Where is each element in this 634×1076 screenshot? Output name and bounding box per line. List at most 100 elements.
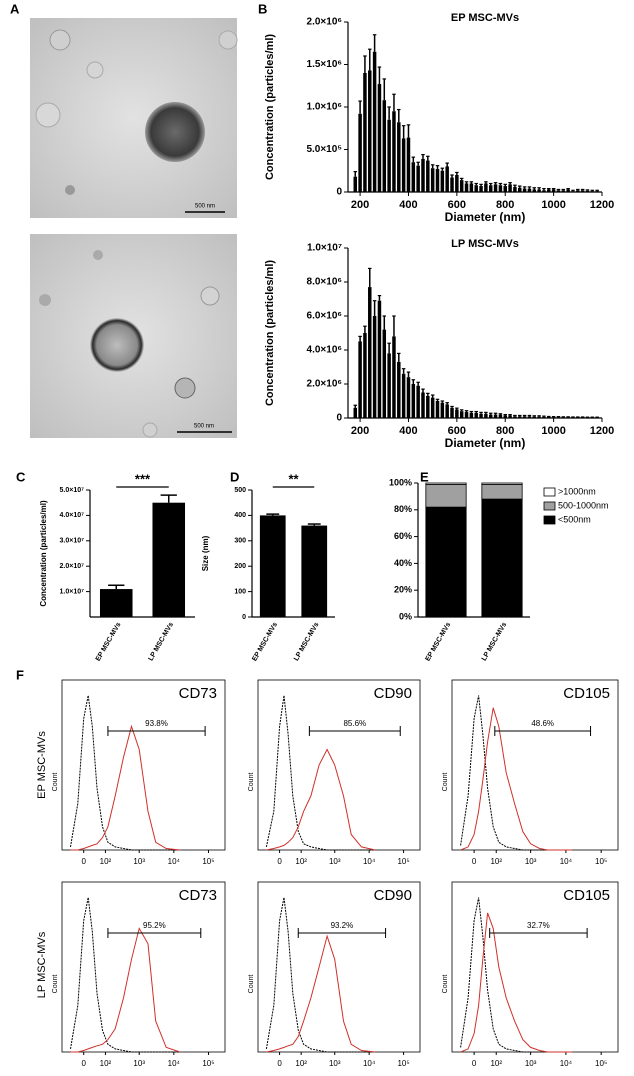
y-tick-label: 500 [234, 487, 246, 494]
panel-label: D [230, 469, 239, 484]
x-tick-label: 10³ [133, 857, 145, 866]
histogram-curve [265, 897, 376, 1053]
bar [377, 300, 382, 418]
bar [585, 190, 590, 192]
x-tick-label: 0 [472, 857, 477, 866]
bar [595, 191, 599, 192]
histogram-curve [70, 724, 180, 851]
y-axis-label: Concentration (particles/ml) [264, 34, 276, 180]
bar [301, 525, 328, 617]
significance-label: ** [288, 471, 299, 486]
panel-label: A [10, 1, 20, 16]
bar [464, 412, 469, 418]
x-tick-label: 0 [472, 1059, 477, 1068]
x-tick-label: LP MSC-MVs [147, 621, 175, 662]
legend-label: 500-1000nm [558, 500, 609, 510]
x-axis-label: Diameter (nm) [445, 436, 526, 450]
x-tick-label: 10³ [525, 1059, 537, 1068]
x-tick-label: 10² [100, 857, 112, 866]
bar-segment [481, 482, 523, 485]
bar [459, 180, 464, 192]
bar [561, 417, 566, 418]
bar [435, 401, 440, 418]
scale-bar-label: 500 nm [195, 204, 215, 210]
legend-swatch [543, 487, 556, 497]
x-tick-label: 10³ [329, 857, 341, 866]
bar [353, 176, 357, 192]
bar [372, 51, 377, 192]
bar-segment [481, 483, 523, 500]
marker-title: CD105 [563, 887, 610, 904]
bar [484, 183, 488, 192]
bar [547, 416, 551, 418]
marker-title: CD90 [374, 887, 412, 904]
bar [474, 185, 478, 192]
bar [397, 361, 401, 418]
bar [571, 191, 575, 192]
x-tick-label: EP MSC-MVs [95, 621, 123, 662]
histogram-curve [460, 695, 573, 851]
gate-label: 95.2% [143, 921, 166, 930]
y-tick-label: 5.0×10⁷ [60, 487, 85, 494]
bar [392, 111, 396, 192]
bar [392, 336, 396, 418]
bar [411, 162, 416, 192]
bar [358, 113, 362, 192]
panel-label: E [420, 469, 429, 484]
em-image: 500 nm [30, 18, 238, 218]
y-axis-label: Size (nm) [201, 535, 210, 571]
legend-swatch [543, 501, 556, 511]
bar [445, 166, 449, 192]
x-tick-label: 1000 [541, 425, 565, 437]
bar [498, 185, 503, 192]
bar [368, 287, 372, 418]
y-tick-label: 20% [394, 585, 412, 595]
em-image: 500 nm [30, 234, 237, 438]
bar [522, 416, 527, 418]
bar [430, 397, 435, 418]
bar [152, 502, 186, 617]
bar [556, 190, 561, 192]
bar [551, 417, 556, 418]
plot-frame [451, 881, 619, 1053]
y-tick-label: 2.0×10⁶ [307, 17, 342, 28]
histogram-curve [460, 897, 573, 1053]
y-axis-label: Concentration (particles/ml) [39, 500, 48, 607]
x-tick-label: 10⁴ [363, 1059, 376, 1068]
x-tick-label: 400 [399, 199, 417, 211]
panel-label: C [16, 469, 26, 484]
bar [99, 589, 133, 617]
bar [421, 158, 425, 192]
bar [498, 414, 503, 418]
y-tick-label: 100% [389, 477, 412, 487]
gate-label: 32.7% [527, 921, 550, 930]
bar [416, 165, 420, 192]
bar [406, 377, 411, 418]
y-tick-label: 100 [234, 588, 246, 595]
y-tick-label: 0% [399, 611, 412, 621]
y-tick-label: 1.5×10⁶ [307, 59, 342, 70]
y-tick-label: 6.0×10⁶ [307, 311, 342, 322]
x-tick-label: 10⁵ [202, 1059, 214, 1068]
x-tick-label: 0 [81, 857, 86, 866]
bar [488, 414, 493, 418]
bar [532, 416, 537, 418]
bar [372, 316, 377, 418]
bar [406, 137, 411, 192]
marker-title: CD90 [374, 685, 412, 702]
bar [382, 100, 387, 192]
histogram-curve [70, 695, 180, 851]
bar [566, 417, 570, 418]
bar [561, 190, 566, 192]
bar-segment [481, 498, 523, 618]
x-tick-label: LP MSC-MVs [293, 621, 321, 662]
x-tick-label: 10³ [329, 1059, 341, 1068]
bar [469, 412, 474, 418]
chart-title: LP MSC-MVs [451, 238, 519, 250]
gate-label: 48.6% [531, 719, 554, 728]
x-tick-label: 0 [277, 857, 282, 866]
y-axis-label: Count [442, 773, 449, 792]
bar [566, 189, 570, 192]
bar-segment [425, 483, 467, 508]
bar-segment [425, 482, 467, 485]
